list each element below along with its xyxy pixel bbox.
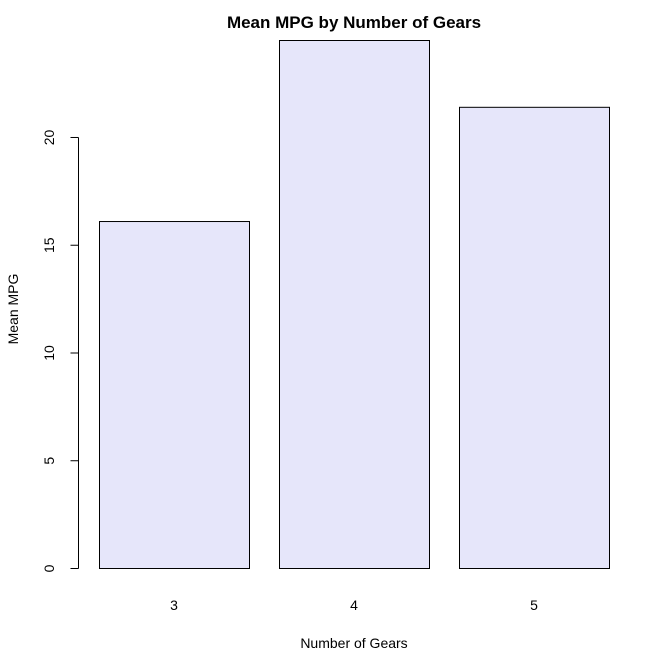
chart-title: Mean MPG by Number of Gears <box>227 13 481 32</box>
y-tick-label: 0 <box>41 564 57 572</box>
y-tick-label: 15 <box>41 237 57 253</box>
x-tick-label: 5 <box>530 597 538 613</box>
bar-gear-3 <box>99 221 250 569</box>
x-axis-label: Number of Gears <box>300 635 407 651</box>
y-tick-label: 10 <box>41 345 57 361</box>
bars-group <box>99 40 610 569</box>
y-tick-label: 20 <box>41 129 57 145</box>
bar-gear-5 <box>459 106 610 569</box>
y-tick-label: 5 <box>41 457 57 465</box>
bar-gear-4 <box>279 40 430 569</box>
x-tick-labels: 3 4 5 <box>170 597 538 613</box>
x-tick-label: 3 <box>170 597 178 613</box>
y-axis-label: Mean MPG <box>5 274 21 345</box>
x-tick-label: 4 <box>350 597 358 613</box>
y-axis: 0 5 10 15 20 <box>41 129 79 572</box>
